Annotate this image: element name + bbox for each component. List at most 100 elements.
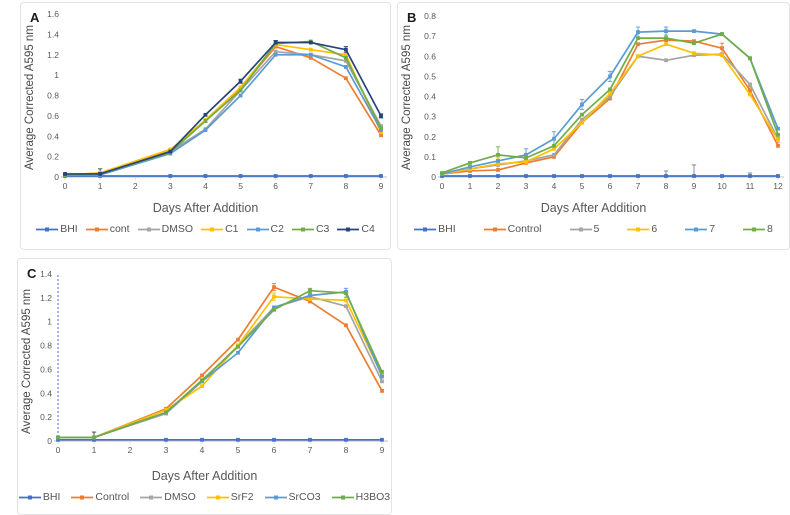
svg-text:2: 2 bbox=[128, 445, 133, 455]
chart-svg-c: 0 1 2 3 4 5 6 7 8 9 0 0.2 0.4 0.6 0.8 1 1.2 1.4 bbox=[40, 269, 388, 455]
svg-text:8: 8 bbox=[664, 181, 669, 191]
legend-marker-icon bbox=[569, 227, 592, 231]
svg-text:0: 0 bbox=[47, 436, 52, 446]
svg-text:0.2: 0.2 bbox=[40, 412, 52, 422]
legend-label: 8 bbox=[767, 223, 773, 235]
svg-text:4: 4 bbox=[203, 181, 208, 191]
panel-a-y-axis-label: Average Corrected A595 nm bbox=[24, 25, 36, 171]
svg-text:3: 3 bbox=[524, 181, 529, 191]
svg-text:0.2: 0.2 bbox=[424, 132, 436, 142]
legend-item-cont: cont bbox=[85, 223, 130, 235]
legend-label: SrF2 bbox=[230, 491, 254, 503]
svg-text:10: 10 bbox=[717, 181, 727, 191]
panel-c-chart: 0 1 2 3 4 5 6 7 8 9 0 0.2 0.4 0.6 0.8 1 1.2 1.4 bbox=[34, 263, 391, 470]
svg-text:0.5: 0.5 bbox=[424, 71, 436, 81]
svg-text:1.4: 1.4 bbox=[40, 269, 52, 279]
legend-label: cont bbox=[109, 223, 130, 235]
panel-a-legend: BHI cont DMSO C1 C2 C3 C4 bbox=[21, 223, 390, 235]
svg-text:8: 8 bbox=[344, 181, 349, 191]
legend-label: BHI bbox=[438, 223, 456, 235]
legend-label: DMSO bbox=[164, 491, 196, 503]
legend-label: DMSO bbox=[161, 223, 194, 235]
panel-a-chart: 0 1 2 3 4 5 6 7 8 9 0 0.2 0.4 0.6 0.8 1 1.2 1.4 1.6 bbox=[39, 5, 390, 206]
legend-marker-icon bbox=[36, 227, 59, 231]
legend-marker-icon bbox=[414, 227, 437, 231]
svg-text:6: 6 bbox=[272, 445, 277, 455]
svg-text:4: 4 bbox=[200, 445, 205, 455]
legend-item-7: 7 bbox=[685, 223, 715, 235]
svg-text:1.2: 1.2 bbox=[47, 50, 59, 60]
legend-item-5: 5 bbox=[569, 223, 600, 235]
legend-marker-icon bbox=[291, 227, 314, 231]
legend-label: 7 bbox=[709, 223, 716, 235]
panel-c-label: C bbox=[27, 266, 37, 281]
legend-item-control: Control bbox=[483, 223, 542, 235]
legend-marker-icon bbox=[264, 495, 287, 499]
svg-text:7: 7 bbox=[308, 445, 313, 455]
svg-text:4: 4 bbox=[552, 181, 557, 191]
svg-text:0.6: 0.6 bbox=[424, 51, 436, 61]
panel-b: B Average Corrected A595 nm 0 1 2 3 4 5 6 7 8 9 10… bbox=[397, 2, 790, 250]
legend-label: 6 bbox=[651, 223, 658, 235]
legend-item-control: Control bbox=[71, 491, 129, 503]
svg-text:7: 7 bbox=[308, 181, 313, 191]
legend-item-h3bo3: H3BO3 bbox=[331, 491, 390, 503]
legend-item-6: 6 bbox=[627, 223, 657, 235]
svg-text:1: 1 bbox=[92, 445, 97, 455]
svg-text:0: 0 bbox=[431, 172, 436, 182]
panel-b-legend: BHI Control 5 6 7 8 bbox=[398, 223, 789, 235]
legend-marker-icon bbox=[206, 495, 229, 499]
svg-text:9: 9 bbox=[692, 181, 697, 191]
legend-label: C3 bbox=[315, 223, 330, 235]
panel-c-y-axis-label: Average Corrected A595 nm bbox=[21, 289, 33, 435]
panel-c-legend: BHI Control DMSO SrF2 SrCO3 H3BO3 bbox=[18, 491, 391, 503]
svg-text:0.4: 0.4 bbox=[424, 92, 436, 102]
svg-text:0.6: 0.6 bbox=[40, 364, 52, 374]
legend-marker-icon bbox=[685, 227, 708, 231]
legend-label: C2 bbox=[270, 223, 284, 235]
legend-label: BHI bbox=[60, 223, 78, 235]
svg-text:1: 1 bbox=[98, 181, 103, 191]
legend-label: Control bbox=[95, 491, 130, 503]
legend-label: 5 bbox=[593, 223, 600, 235]
svg-text:0: 0 bbox=[54, 172, 59, 182]
legend-marker-icon bbox=[71, 495, 94, 499]
svg-text:0.6: 0.6 bbox=[47, 111, 59, 121]
svg-text:5: 5 bbox=[580, 181, 585, 191]
svg-text:2: 2 bbox=[496, 181, 501, 191]
legend-marker-icon bbox=[140, 495, 163, 499]
legend-label: C4 bbox=[361, 223, 375, 235]
svg-text:1: 1 bbox=[54, 70, 59, 80]
legend-marker-icon bbox=[137, 227, 160, 231]
svg-text:0: 0 bbox=[63, 181, 68, 191]
panel-b-x-axis-label: Days After Addition bbox=[540, 201, 647, 215]
svg-text:1.4: 1.4 bbox=[47, 29, 59, 39]
legend-marker-icon bbox=[85, 227, 108, 231]
svg-text:9: 9 bbox=[380, 445, 385, 455]
svg-text:0.1: 0.1 bbox=[424, 152, 436, 162]
svg-text:3: 3 bbox=[168, 181, 173, 191]
svg-text:5: 5 bbox=[238, 181, 243, 191]
legend-item-srco3: SrCO3 bbox=[264, 491, 321, 503]
panel-c-x-axis-label: Days After Addition bbox=[151, 469, 258, 483]
legend-label: BHI bbox=[42, 491, 61, 503]
svg-text:2: 2 bbox=[133, 181, 138, 191]
svg-text:0: 0 bbox=[56, 445, 61, 455]
svg-text:12: 12 bbox=[773, 181, 783, 191]
svg-text:1: 1 bbox=[468, 181, 473, 191]
legend-item-dmso: DMSO bbox=[137, 223, 194, 235]
svg-text:0.8: 0.8 bbox=[424, 11, 436, 21]
chart-svg-b: 0 1 2 3 4 5 6 7 8 9 10 11 1200.10.20.30.40.50.60.70.… bbox=[424, 11, 784, 191]
svg-text:0.3: 0.3 bbox=[424, 112, 436, 122]
legend-label: C1 bbox=[225, 223, 239, 235]
legend-marker-icon bbox=[246, 227, 269, 231]
svg-text:6: 6 bbox=[273, 181, 278, 191]
panel-a-x-axis-label: Days After Addition bbox=[152, 201, 259, 215]
legend-item-dmso: DMSO bbox=[140, 491, 196, 503]
legend-item-c4: C4 bbox=[337, 223, 375, 235]
legend-item-bhi: BHI bbox=[36, 223, 78, 235]
svg-text:0: 0 bbox=[440, 181, 445, 191]
legend-item-c2: C2 bbox=[246, 223, 284, 235]
legend-marker-icon bbox=[743, 227, 766, 231]
legend-item-bhi: BHI bbox=[414, 223, 456, 235]
